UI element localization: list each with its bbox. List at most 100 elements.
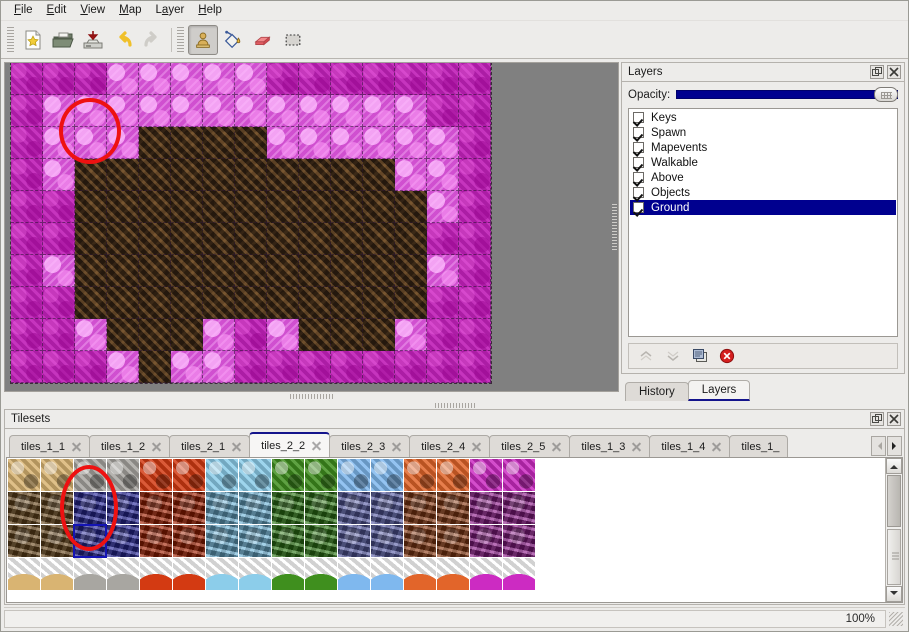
map-tile[interactable] [267,127,299,159]
palette-tile[interactable] [140,492,172,524]
palette-tile[interactable] [107,525,139,557]
menu-item-layer[interactable]: Layer [155,3,185,16]
map-tile[interactable] [203,159,235,191]
tileset-tab-tiles_2_2[interactable]: tiles_2_2 [249,432,331,457]
map-tile[interactable] [363,127,395,159]
map-tile[interactable] [459,319,491,351]
tileset-vertical-scrollbar[interactable] [885,458,902,602]
layers-undock-button[interactable] [870,65,884,79]
palette-tile[interactable] [239,525,271,557]
map-tile[interactable] [203,127,235,159]
map-tile[interactable] [11,127,43,159]
map-tile[interactable] [43,319,75,351]
palette-tile[interactable] [536,525,568,557]
palette-tile[interactable] [338,492,370,524]
map-tile[interactable] [43,95,75,127]
map-tile[interactable] [43,255,75,287]
map-tile[interactable] [139,255,171,287]
map-tile[interactable] [267,223,299,255]
palette-tile[interactable] [470,558,502,590]
map-tile[interactable] [203,287,235,319]
palette-tile[interactable] [371,459,403,491]
palette-tile[interactable] [239,459,271,491]
map-tile[interactable] [395,127,427,159]
map-tile[interactable] [235,351,267,383]
map-tile[interactable] [427,159,459,191]
tilesets-undock-button[interactable] [870,412,884,426]
tilesets-splitter[interactable] [1,401,908,409]
map-tile[interactable] [203,63,235,95]
map-tile[interactable] [139,159,171,191]
open-map-button[interactable] [48,25,78,55]
new-map-button[interactable] [18,25,48,55]
scroll-down-button[interactable] [886,586,902,602]
map-tile[interactable] [139,287,171,319]
palette-tile[interactable] [206,492,238,524]
palette-tile[interactable] [536,558,568,590]
palette-tile[interactable] [239,492,271,524]
map-tile[interactable] [235,63,267,95]
map-tile[interactable] [107,127,139,159]
tileset-tab-close-icon[interactable] [71,442,81,452]
palette-tile[interactable] [569,558,601,590]
menu-item-map[interactable]: Map [119,3,142,16]
map-tile[interactable] [267,319,299,351]
map-tile[interactable] [459,351,491,383]
eraser-tool-button[interactable] [248,25,278,55]
map-tile[interactable] [171,319,203,351]
palette-tile[interactable] [173,558,205,590]
map-tile[interactable] [203,95,235,127]
map-tile[interactable] [395,319,427,351]
map-tile[interactable] [171,191,203,223]
tileset-tab-close-icon[interactable] [631,442,641,452]
palette-tile[interactable] [404,459,436,491]
map-tile[interactable] [331,159,363,191]
palette-tile[interactable] [107,558,139,590]
tileset-tab-close-icon[interactable] [471,442,481,452]
map-tile[interactable] [267,191,299,223]
fill-tool-button[interactable] [218,25,248,55]
tileset-tab-close-icon[interactable] [391,442,401,452]
palette-tile[interactable] [8,492,40,524]
map-tile[interactable] [75,351,107,383]
map-tile[interactable] [75,95,107,127]
menu-item-view[interactable]: View [80,3,106,16]
map-tile[interactable] [363,63,395,95]
map-tile[interactable] [235,255,267,287]
map-tile[interactable] [203,223,235,255]
map-tile[interactable] [331,63,363,95]
map-tile[interactable] [459,287,491,319]
map-tile[interactable] [267,63,299,95]
map-tile[interactable] [363,159,395,191]
map-tile[interactable] [331,287,363,319]
map-tile[interactable] [427,95,459,127]
map-tile[interactable] [427,287,459,319]
tileset-tile-grid[interactable] [7,458,601,602]
tileset-tab-tiles_2_1[interactable]: tiles_2_1 [169,435,251,457]
layer-list-item[interactable]: Walkable [630,155,896,170]
move-layer-up-button[interactable] [637,348,654,365]
map-tile[interactable] [139,351,171,383]
map-tile[interactable] [235,159,267,191]
tileset-tab-close-icon[interactable] [311,441,321,451]
map-tile[interactable] [427,255,459,287]
palette-tile[interactable] [470,525,502,557]
map-tile[interactable] [235,319,267,351]
map-tile[interactable] [395,351,427,383]
palette-tile[interactable] [173,525,205,557]
layer-visibility-checkbox[interactable] [633,187,644,198]
tileset-tab-tiles_1_1[interactable]: tiles_1_1 [9,435,91,457]
map-tile[interactable] [171,63,203,95]
map-tile[interactable] [235,191,267,223]
palette-tile[interactable] [74,558,106,590]
map-tile[interactable] [459,95,491,127]
palette-tile[interactable] [41,558,73,590]
layers-close-button[interactable] [887,65,901,79]
redo-button[interactable] [138,25,168,55]
palette-tile[interactable] [140,459,172,491]
map-tile[interactable] [107,319,139,351]
menu-item-file[interactable]: File [14,3,33,16]
layer-visibility-checkbox[interactable] [633,172,644,183]
map-tile[interactable] [203,255,235,287]
map-tile[interactable] [43,351,75,383]
